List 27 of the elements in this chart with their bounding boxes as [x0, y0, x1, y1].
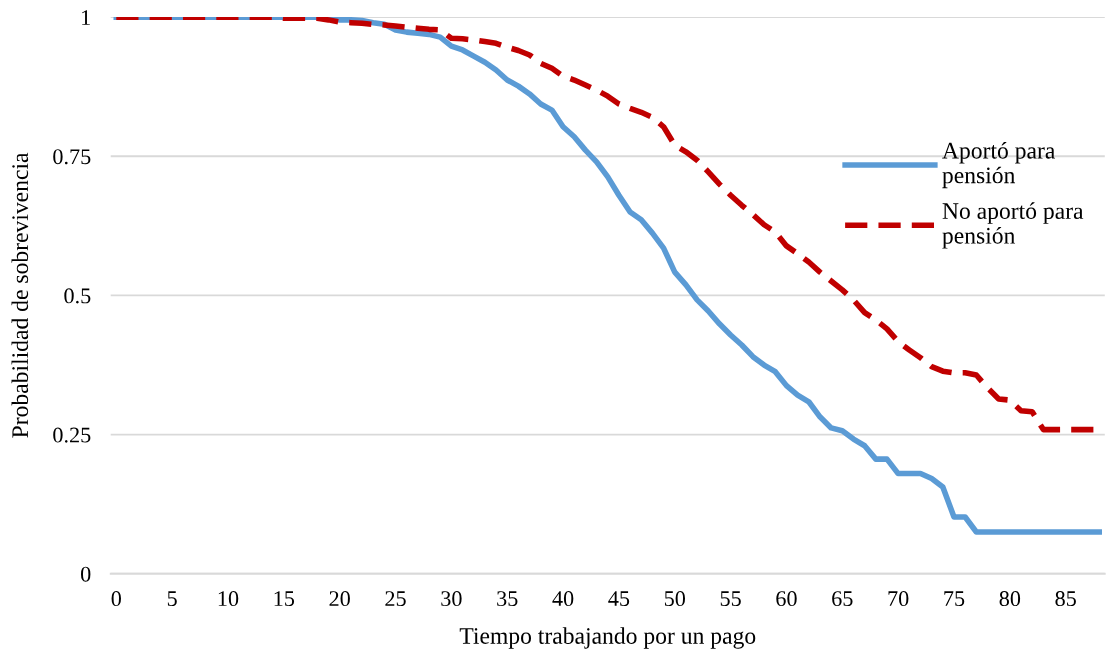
x-tick-label: 50 [664, 591, 686, 607]
x-tick-label: 35 [497, 591, 518, 607]
x-tick-label: 15 [274, 591, 295, 607]
x-tick-label: 40 [552, 591, 574, 607]
y-tick-label: 0.75 [53, 149, 91, 165]
x-axis-title: Tiempo trabajando por un pago [459, 627, 756, 649]
x-tick-label: 45 [608, 591, 630, 607]
x-tick-label: 70 [888, 591, 909, 607]
x-tick-label: 85 [1055, 591, 1076, 607]
x-tick-label: 55 [720, 591, 741, 607]
x-tick-label: 60 [776, 591, 797, 607]
x-tick-label: 20 [329, 591, 350, 607]
x-tick-label: 30 [441, 591, 462, 607]
legend-label: No aportó para pensión [942, 202, 1084, 249]
legend-label: Aportó para pensión [942, 141, 1056, 189]
x-tick-label: 75 [944, 591, 965, 607]
x-tick-label: 65 [832, 591, 853, 607]
y-tick-label: 0.25 [53, 427, 91, 443]
x-tick-label: 5 [167, 591, 177, 607]
x-tick-label: 0 [111, 591, 121, 607]
y-tick-label: 1 [82, 10, 90, 25]
x-tick-label: 25 [385, 591, 406, 607]
y-tick-label: 0.5 [64, 288, 91, 304]
x-tick-label: 10 [218, 591, 239, 607]
x-tick-label: 80 [999, 591, 1021, 607]
y-axis-title: Probabilidad de sobrevivencia [11, 152, 29, 438]
y-tick-label: 0 [80, 566, 91, 582]
